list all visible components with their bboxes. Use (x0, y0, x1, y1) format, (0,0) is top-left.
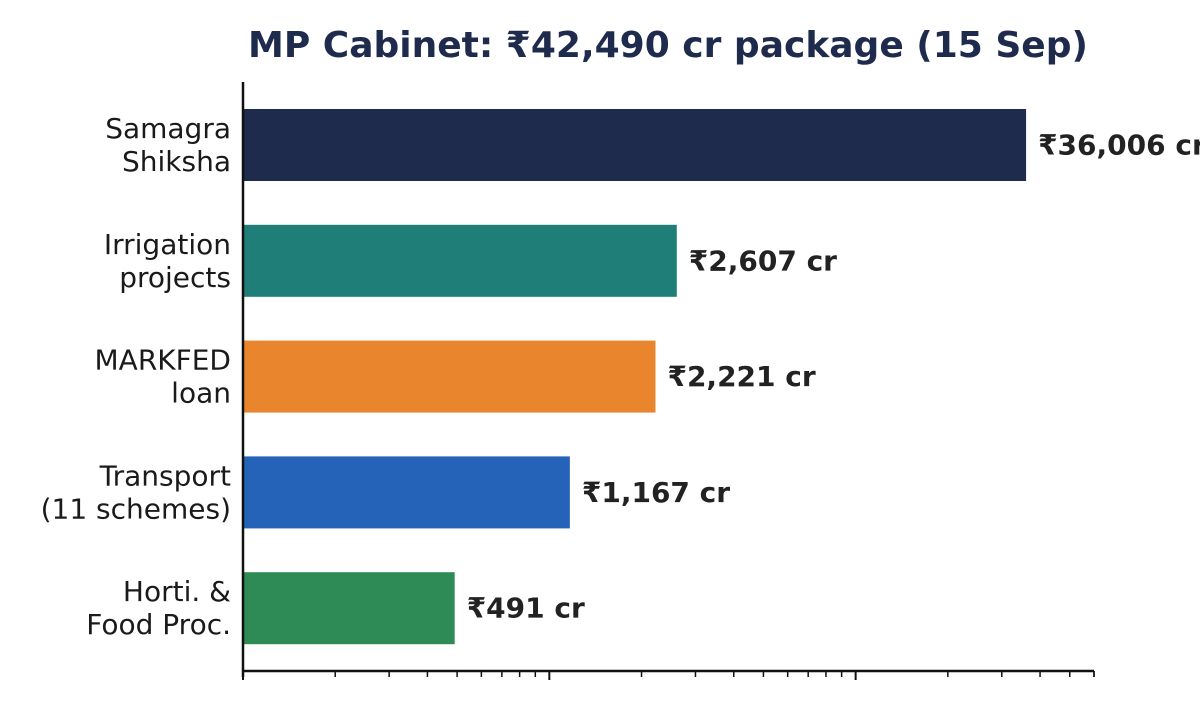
category-label-line: MARKFED (95, 344, 232, 377)
category-label-2: MARKFED loan (95, 344, 232, 410)
bar-2 (243, 340, 656, 413)
value-label-0: ₹36,006 cr (1038, 129, 1200, 162)
category-label-4: Horti. & Food Proc. (86, 575, 231, 641)
value-label-1: ₹2,607 cr (689, 244, 837, 277)
bars-group (243, 109, 1027, 645)
value-label-2: ₹2,221 cr (667, 360, 815, 393)
bar-4 (243, 572, 455, 645)
category-label-line: loan (171, 377, 231, 410)
category-label-line: (11 schemes) (41, 492, 231, 525)
value-label-3: ₹1,167 cr (582, 476, 730, 509)
category-label-1: Irrigation projects (104, 228, 231, 294)
category-label-line: Food Proc. (86, 608, 231, 641)
category-label-3: Transport (11 schemes) (41, 459, 231, 525)
value-labels-group: ₹36,006 cr ₹2,607 cr ₹2,221 cr ₹1,167 cr ₹49… (467, 129, 1200, 625)
category-label-line: Transport (99, 459, 231, 492)
category-label-line: Shiksha (122, 145, 231, 178)
category-label-0: Samagra Shiksha (105, 112, 231, 178)
value-label-4: ₹491 cr (467, 592, 585, 625)
category-label-line: projects (119, 261, 231, 294)
category-label-line: Samagra (105, 112, 231, 145)
chart-title: MP Cabinet: ₹42,490 cr package (15 Sep) (248, 25, 1088, 66)
bar-3 (243, 456, 570, 529)
bar-0 (243, 109, 1027, 181)
category-label-line: Horti. & (123, 575, 231, 608)
category-labels-group: Samagra Shiksha Irrigation projects MARKFED l… (41, 112, 231, 641)
bar-1 (243, 224, 677, 297)
axes-group (241, 82, 1095, 680)
category-label-line: Irrigation (104, 228, 231, 261)
